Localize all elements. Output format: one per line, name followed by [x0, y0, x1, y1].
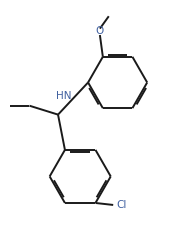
- Text: HN: HN: [56, 90, 72, 101]
- Text: Cl: Cl: [116, 200, 126, 210]
- Text: O: O: [96, 26, 104, 36]
